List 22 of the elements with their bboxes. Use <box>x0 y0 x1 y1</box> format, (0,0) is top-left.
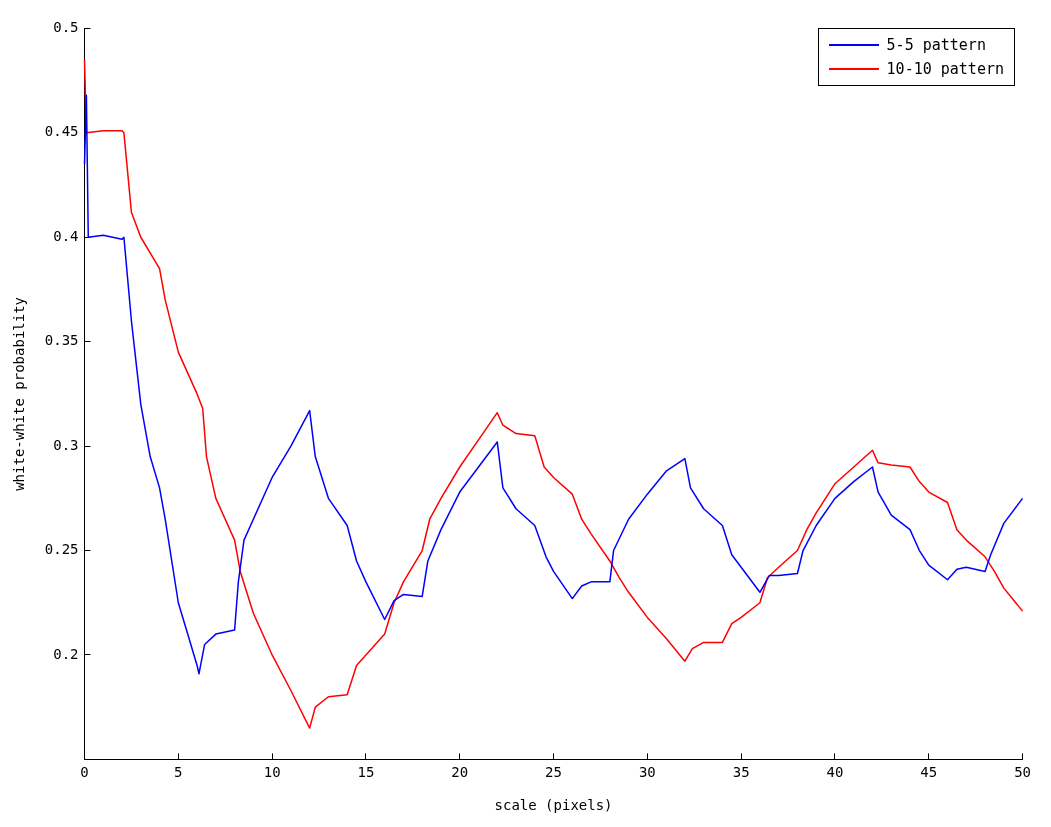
x-tick-label: 50 <box>1014 764 1031 781</box>
x-tick-label: 40 <box>826 764 844 781</box>
x-tick-label: 25 <box>545 764 562 781</box>
x-tick-label: 5 <box>174 764 183 781</box>
x-tick-label: 10 <box>263 764 281 781</box>
y-tick-label: 0.45 <box>44 123 79 140</box>
y-tick-label: 0.2 <box>53 645 79 662</box>
y-tick-label: 0.5 <box>53 19 79 36</box>
y-axis-title: white-white probability <box>11 296 28 491</box>
y-tick-label: 0.25 <box>44 541 79 558</box>
x-tick-label: 30 <box>638 764 656 781</box>
x-axis-title: scale (pixels) <box>494 797 613 814</box>
y-tick-label: 0.3 <box>53 436 79 453</box>
x-tick-label: 35 <box>732 764 750 781</box>
x-tick-label: 20 <box>451 764 469 781</box>
legend-label: 5-5 pattern <box>886 35 986 56</box>
legend-label: 10-10 pattern <box>886 59 1004 80</box>
x-tick-label: 45 <box>920 764 938 781</box>
y-tick-label: 0.35 <box>44 332 79 349</box>
x-tick-label: 0 <box>80 764 89 781</box>
y-tick-label: 0.4 <box>53 227 79 244</box>
x-tick-label: 15 <box>357 764 375 781</box>
